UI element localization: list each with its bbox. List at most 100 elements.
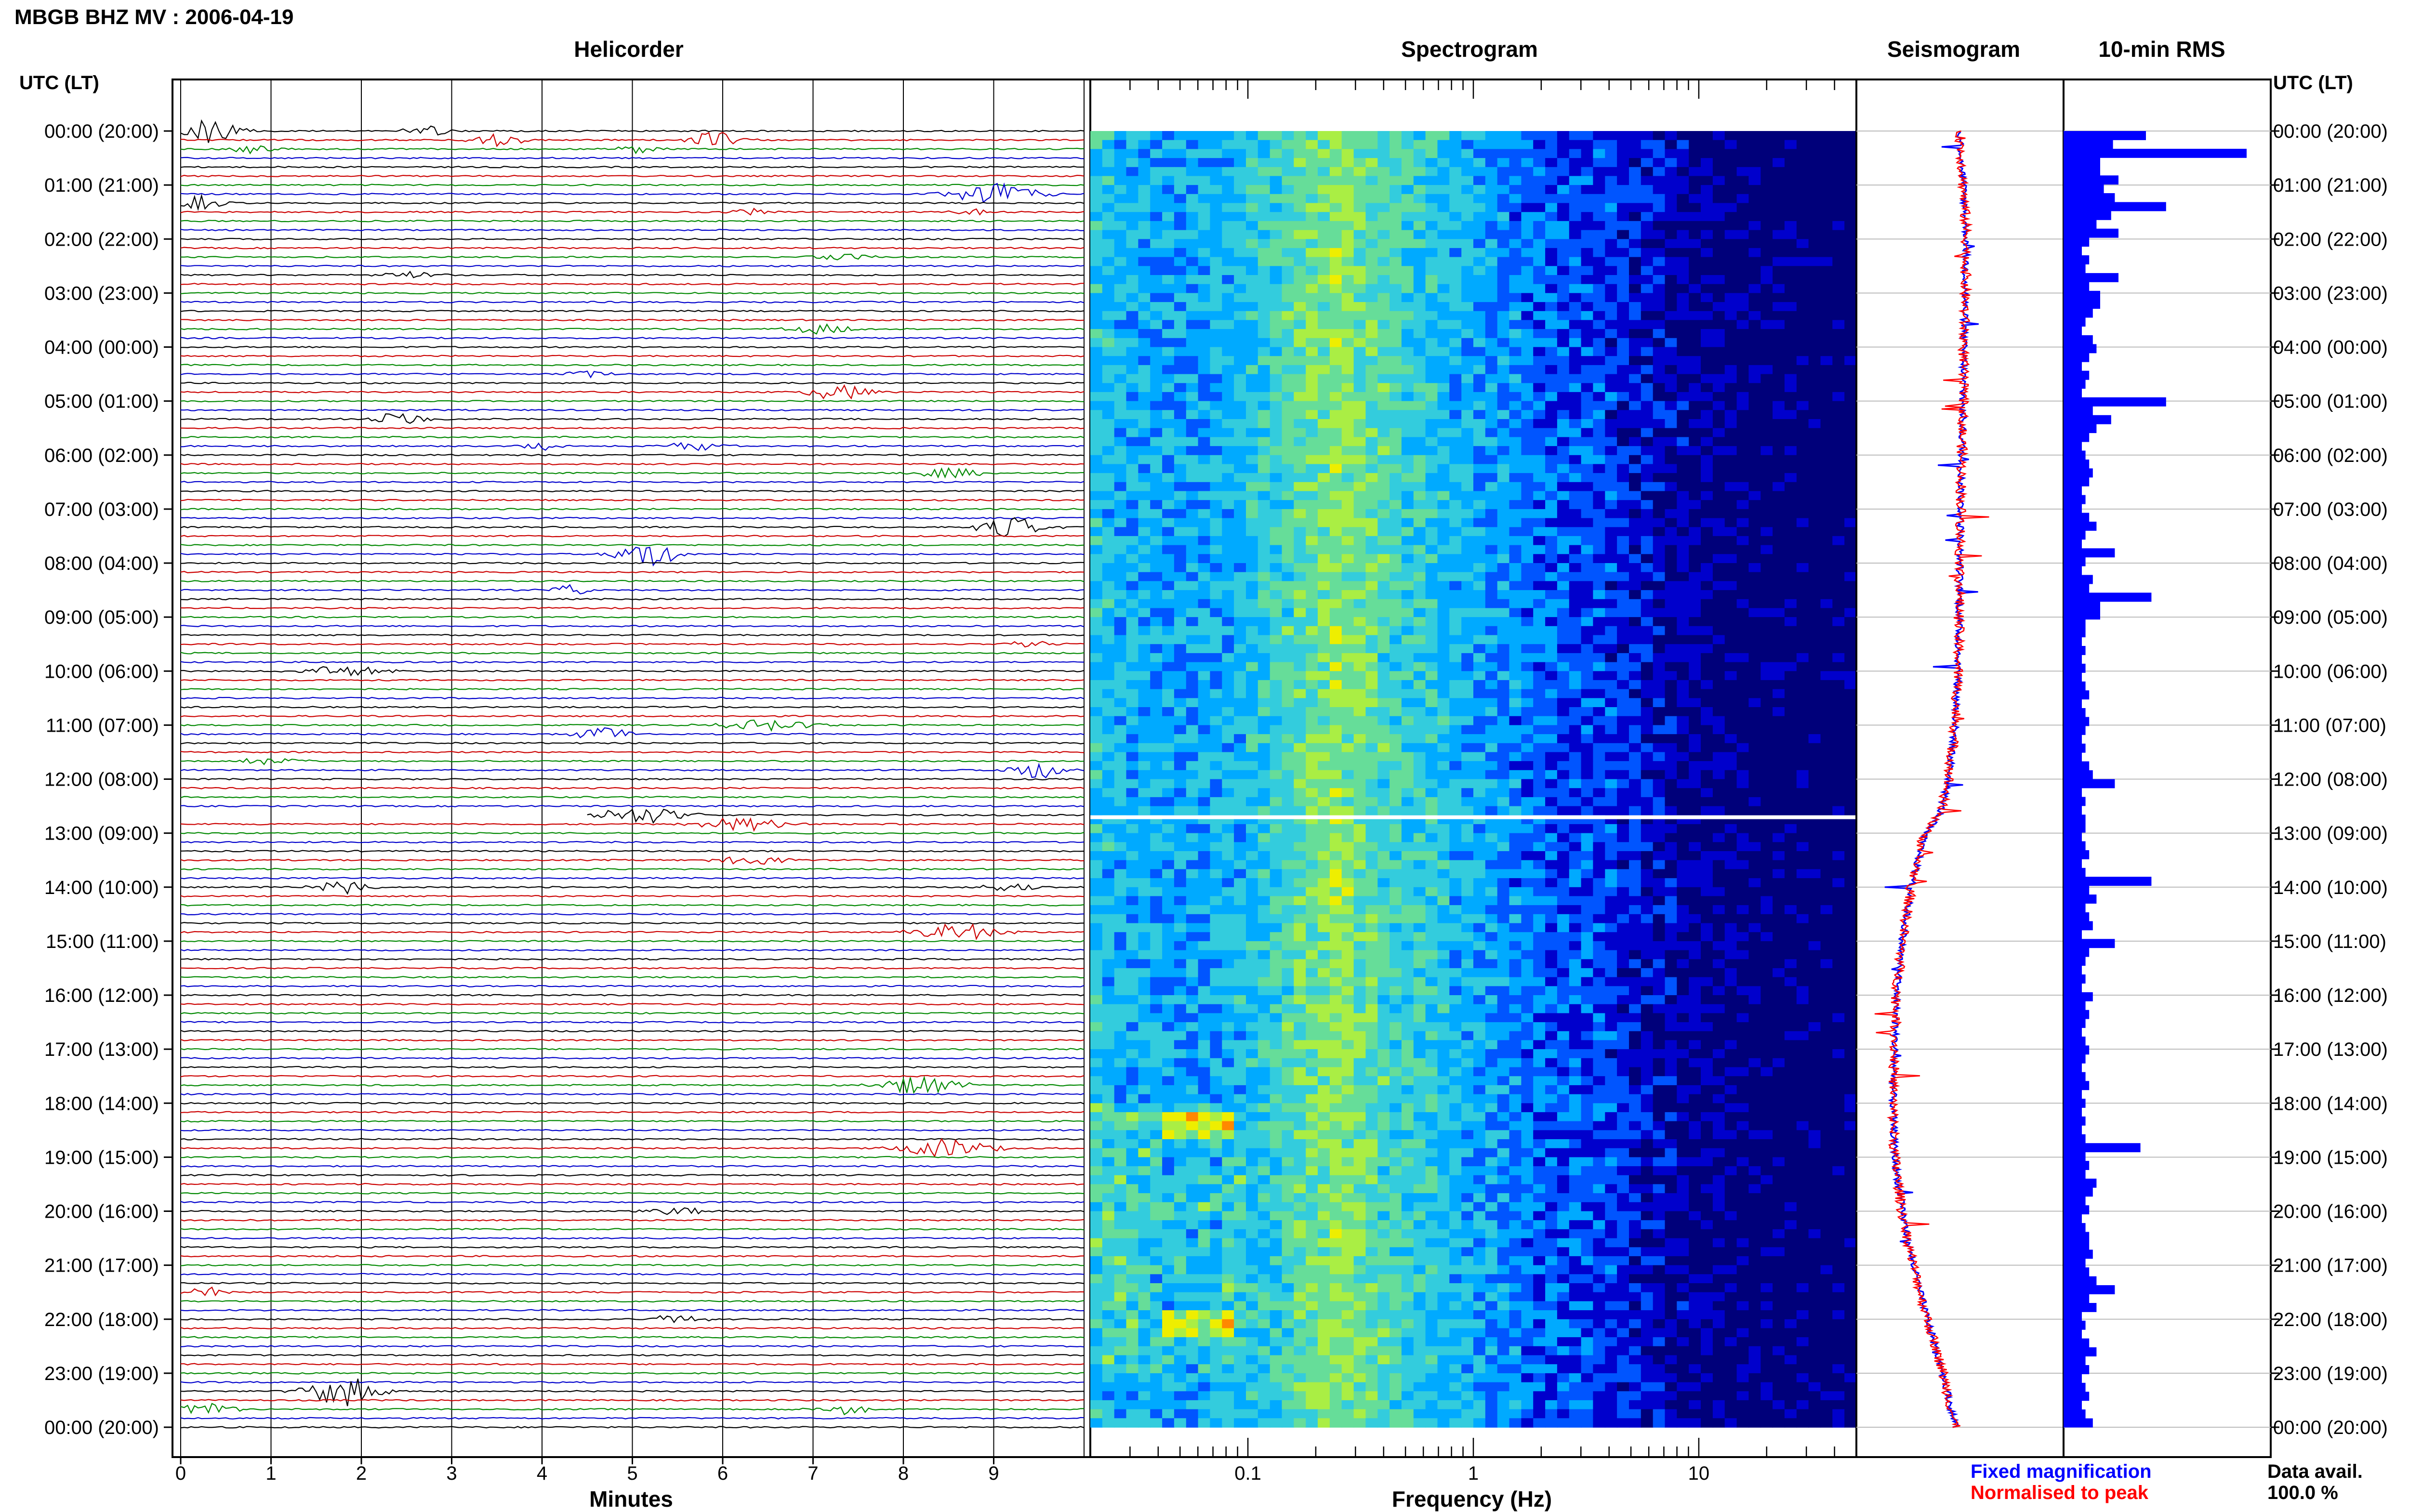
spectrogram-cell: [1724, 482, 1737, 492]
time-tick-label: 13:00 (09:00): [44, 823, 159, 844]
spectrogram-cell: [1712, 239, 1725, 249]
spectrogram-cell: [1748, 365, 1761, 375]
spectrogram-cell: [1724, 662, 1737, 672]
spectrogram-cell: [1545, 401, 1558, 411]
spectrogram-cell: [1425, 554, 1438, 564]
spectrogram-cell: [1234, 689, 1246, 699]
spectrogram-cell: [1497, 347, 1510, 356]
spectrogram-cell: [1748, 626, 1761, 636]
spectrogram-cell: [1390, 464, 1402, 473]
spectrogram-cell: [1712, 446, 1725, 456]
spectrogram-cell: [1461, 275, 1474, 285]
spectrogram-cell: [1557, 635, 1570, 644]
spectrogram-cell: [1748, 140, 1761, 150]
spectrogram-cell: [1461, 527, 1474, 537]
spectrogram-cell: [1617, 752, 1629, 762]
spectrogram-cell: [1617, 707, 1629, 717]
spectrogram-cell: [1521, 176, 1534, 185]
spectrogram-cell: [1820, 554, 1833, 564]
spectrogram-cell: [1210, 617, 1222, 627]
spectrogram-cell: [1210, 158, 1222, 168]
spectrogram-cell: [1282, 410, 1295, 420]
spectrogram-cell: [1102, 518, 1115, 528]
spectrogram-cell: [1162, 734, 1175, 744]
spectrogram-cell: [1306, 284, 1318, 294]
spectrogram-cell: [1569, 644, 1582, 654]
spectrogram-cell: [1126, 491, 1139, 500]
spectrogram-cell: [1437, 365, 1450, 375]
spectrogram-cell: [1401, 770, 1414, 780]
spectrogram-cell: [1102, 176, 1115, 185]
spectrogram-cell: [1353, 662, 1366, 672]
spectrogram-cell: [1677, 545, 1689, 555]
spectrogram-cell: [1533, 140, 1546, 150]
spectrogram-cell: [1569, 266, 1582, 276]
spectrogram-cell: [1162, 716, 1175, 726]
spectrogram-cell: [1665, 248, 1678, 258]
spectrogram-cell: [1820, 131, 1833, 141]
spectrogram-cell: [1569, 284, 1582, 294]
spectrogram-cell: [1473, 518, 1486, 528]
spectrogram-cell: [1832, 167, 1845, 177]
spectrogram-cell: [1150, 509, 1163, 519]
spectrogram-cell: [1605, 563, 1617, 573]
spectrogram-cell: [1832, 464, 1845, 473]
spectrogram-cell: [1401, 482, 1414, 492]
spectrogram-cell: [1138, 509, 1151, 519]
spectrogram-cell: [1557, 563, 1570, 573]
spectrogram-cell: [1306, 581, 1318, 591]
spectrogram-cell: [1318, 302, 1330, 312]
spectrogram-cell: [1257, 635, 1271, 644]
spectrogram-cell: [1557, 473, 1570, 483]
spectrogram-cell: [1341, 257, 1354, 267]
spectrogram-cell: [1796, 293, 1809, 302]
spectrogram-cell: [1222, 149, 1234, 158]
spectrogram-cell: [1569, 158, 1582, 168]
spectrogram-cell: [1257, 185, 1271, 195]
spectrogram-cell: [1832, 203, 1845, 212]
spectrogram-cell: [1162, 401, 1175, 411]
spectrogram-cell: [1701, 527, 1713, 537]
spectrogram-cell: [1653, 500, 1666, 510]
spectrogram-cell: [1617, 185, 1629, 195]
time-tick-label: 14:00 (10:00): [2273, 877, 2388, 898]
spectrogram-cell: [1329, 788, 1342, 798]
spectrogram-cell: [1748, 383, 1761, 393]
spectrogram-cell: [1485, 581, 1498, 591]
spectrogram-cell: [1641, 257, 1654, 267]
spectrogram-cell: [1222, 410, 1234, 420]
spectrogram-cell: [1162, 176, 1175, 185]
spectrogram-cell: [1677, 347, 1689, 356]
spectrogram-cell: [1497, 491, 1510, 500]
spectrogram-cell: [1832, 158, 1845, 168]
spectrogram-cell: [1773, 491, 1785, 500]
spectrogram-cell: [1413, 509, 1426, 519]
spectrogram-cell: [1341, 185, 1354, 195]
spectrogram-cell: [1509, 734, 1522, 744]
spectrogram-cell: [1126, 284, 1139, 294]
spectrogram-cell: [1102, 788, 1115, 798]
spectrogram-cell: [1186, 338, 1199, 348]
minute-tick-label: 7: [807, 1463, 818, 1484]
spectrogram-cell: [1413, 131, 1426, 141]
spectrogram-cell: [1270, 383, 1283, 393]
spectrogram-cell: [1533, 689, 1546, 699]
helicorder-trace-row: [180, 923, 1085, 941]
spectrogram-cell: [1820, 239, 1833, 249]
spectrogram-cell: [1773, 275, 1785, 285]
spectrogram-cell: [1784, 221, 1797, 231]
spectrogram-cell: [1186, 266, 1199, 276]
spectrogram-cell: [1748, 527, 1761, 537]
spectrogram-cell: [1186, 500, 1199, 510]
spectrogram-cell: [1773, 230, 1785, 240]
spectrogram-cell: [1461, 374, 1474, 384]
spectrogram-cell: [1533, 311, 1546, 321]
spectrogram-cell: [1653, 716, 1666, 726]
spectrogram-cell: [1198, 554, 1211, 564]
spectrogram-cell: [1401, 635, 1414, 644]
spectrogram-cell: [1832, 734, 1845, 744]
spectrogram-cell: [1485, 230, 1498, 240]
spectrogram-cell: [1473, 653, 1486, 663]
spectrogram-cell: [1509, 365, 1522, 375]
spectrogram-cell: [1150, 662, 1163, 672]
